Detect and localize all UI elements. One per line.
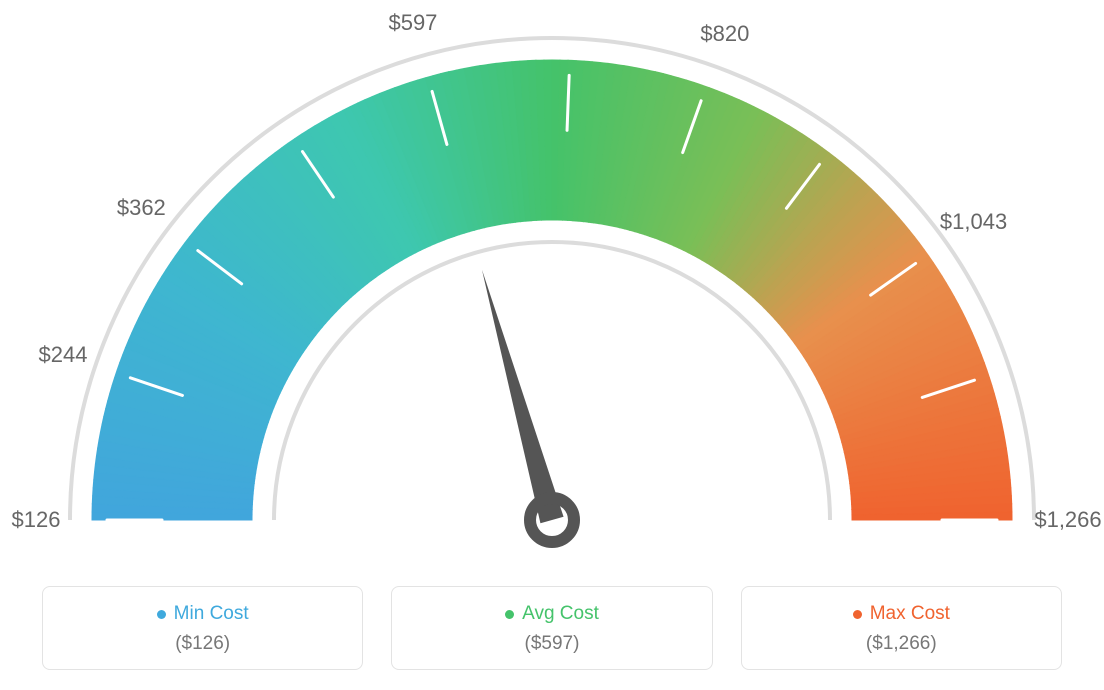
avg-cost-dot xyxy=(505,610,514,619)
max-cost-value: ($1,266) xyxy=(752,633,1051,655)
avg-cost-label: Avg Cost xyxy=(522,603,599,625)
max-cost-card: Max Cost ($1,266) xyxy=(741,586,1062,670)
max-cost-label: Max Cost xyxy=(870,603,950,625)
avg-cost-card: Avg Cost ($597) xyxy=(391,586,712,670)
gauge-tick-label: $1,043 xyxy=(940,209,1007,235)
gauge-tick-label: $820 xyxy=(700,21,749,47)
min-cost-label: Min Cost xyxy=(174,603,249,625)
legend-cards: Min Cost ($126) Avg Cost ($597) Max Cost… xyxy=(42,586,1062,670)
max-cost-dot xyxy=(853,610,862,619)
avg-cost-value: ($597) xyxy=(402,633,701,655)
min-cost-card: Min Cost ($126) xyxy=(42,586,363,670)
gauge-tick-label: $244 xyxy=(39,342,88,368)
min-cost-value: ($126) xyxy=(53,633,352,655)
cost-gauge: $126 $244 $362 $597 $820 $1,043 $1,266 xyxy=(0,0,1104,560)
gauge-tick-label: $1,266 xyxy=(1034,507,1101,533)
gauge-tick-label: $597 xyxy=(388,10,437,36)
gauge-svg xyxy=(0,0,1104,560)
gauge-tick-label: $362 xyxy=(117,195,166,221)
min-cost-dot xyxy=(157,610,166,619)
gauge-tick-label: $126 xyxy=(12,507,61,533)
